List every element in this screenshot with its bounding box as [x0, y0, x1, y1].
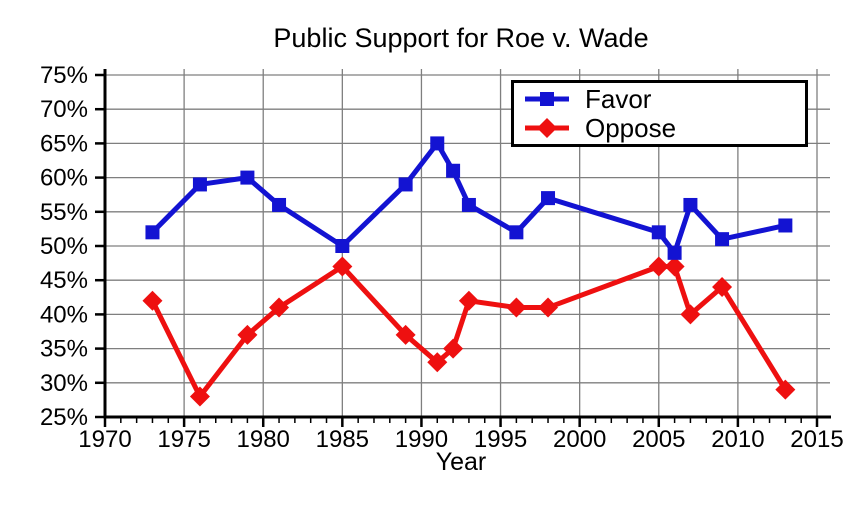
- marker-diamond-oppose: [237, 324, 258, 345]
- marker-diamond-oppose: [664, 256, 685, 277]
- y-tick-label: 30%: [40, 370, 88, 397]
- marker-diamond-oppose: [712, 277, 733, 298]
- marker-diamond-oppose: [269, 297, 290, 318]
- marker-square-favor: [667, 245, 682, 260]
- x-tick-label: 1970: [78, 426, 131, 453]
- marker-diamond-oppose: [142, 290, 163, 311]
- marker-square-favor: [240, 170, 255, 185]
- y-tick-label: 75%: [40, 62, 88, 89]
- series-line-oppose: [150, 263, 788, 402]
- legend-label-favor: Favor: [585, 84, 652, 114]
- marker-square-favor: [778, 218, 793, 233]
- favor-line-square-icon: [525, 92, 569, 106]
- x-tick-label: 1980: [237, 426, 290, 453]
- x-tick-label: 2000: [553, 426, 606, 453]
- marker-diamond-oppose: [648, 256, 669, 277]
- legend-square-favor: [540, 92, 554, 106]
- marker-diamond-oppose: [189, 386, 210, 407]
- y-tick-label: 25%: [40, 404, 88, 431]
- marker-diamond-oppose: [775, 379, 796, 400]
- marker-square-favor: [683, 197, 698, 212]
- x-tick-label: 2005: [632, 426, 685, 453]
- marker-square-favor: [272, 197, 287, 212]
- marker-square-favor: [398, 177, 413, 192]
- x-tick-label: 1975: [157, 426, 210, 453]
- y-tick-label: 55%: [40, 199, 88, 226]
- marker-diamond-oppose: [443, 338, 464, 359]
- x-tick-label: 2010: [711, 426, 764, 453]
- x-tick-label: 2015: [790, 426, 843, 453]
- y-tick-label: 65%: [40, 130, 88, 157]
- chart-title: Public Support for Roe v. Wade: [273, 23, 649, 53]
- y-tick-label: 45%: [40, 267, 88, 294]
- marker-square-favor: [145, 225, 160, 240]
- marker-diamond-oppose: [458, 290, 479, 311]
- x-tick-label: 1985: [316, 426, 369, 453]
- legend: Favor Oppose: [511, 80, 808, 147]
- marker-square-favor: [715, 232, 730, 247]
- legend-label-oppose: Oppose: [585, 113, 677, 143]
- marker-diamond-oppose: [680, 304, 701, 325]
- x-axis-title: Year: [435, 448, 487, 476]
- x-tick-label: 1990: [395, 426, 448, 453]
- marker-diamond-oppose: [427, 352, 448, 373]
- marker-diamond-oppose: [332, 256, 353, 277]
- series-line-favor: [150, 138, 786, 259]
- legend-diamond-oppose: [537, 118, 557, 138]
- marker-diamond-oppose: [395, 324, 416, 345]
- marker-square-favor: [192, 177, 207, 192]
- marker-square-favor: [651, 225, 666, 240]
- y-tick-label: 40%: [40, 301, 88, 328]
- marker-diamond-oppose: [506, 297, 527, 318]
- y-tick-label: 60%: [40, 165, 88, 192]
- oppose-line-diamond-icon: [525, 118, 569, 138]
- y-tick-label: 35%: [40, 336, 88, 363]
- y-tick-label: 70%: [40, 96, 88, 123]
- marker-diamond-oppose: [538, 297, 559, 318]
- marker-square-favor: [446, 163, 461, 178]
- marker-square-favor: [335, 239, 350, 253]
- marker-square-favor: [461, 197, 476, 212]
- legend-item-oppose: Oppose: [524, 115, 805, 141]
- y-tick-label: 50%: [40, 233, 88, 260]
- marker-square-favor: [430, 136, 445, 151]
- x-tick-label: 1995: [474, 426, 527, 453]
- marker-square-favor: [541, 191, 556, 206]
- legend-item-favor: Favor: [524, 86, 805, 112]
- marker-square-favor: [509, 225, 524, 240]
